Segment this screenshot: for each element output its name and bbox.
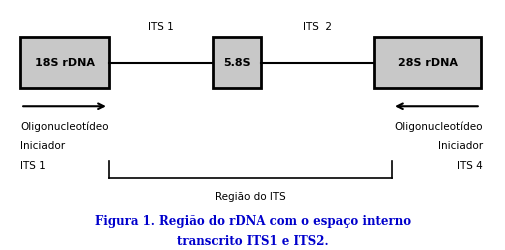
Text: 5.8S: 5.8S [222,58,250,68]
Text: 18S rDNA: 18S rDNA [34,58,94,68]
Bar [20,38,109,88]
Text: ITS 1: ITS 1 [148,22,173,32]
Text: Iniciador: Iniciador [20,141,65,151]
Text: Iniciador: Iniciador [437,141,482,151]
Text: ITS 4: ITS 4 [457,161,482,171]
Text: ITS  2: ITS 2 [302,22,332,32]
Text: Região do ITS: Região do ITS [215,192,285,202]
Text: 28S rDNA: 28S rDNA [397,58,457,68]
Text: transcrito ITS1 e ITS2.: transcrito ITS1 e ITS2. [177,235,328,248]
Text: Figura 1. Região do rDNA com o espaço interno: Figura 1. Região do rDNA com o espaço in… [95,215,410,228]
Text: Oligonucleotídeo: Oligonucleotídeo [20,121,109,132]
Bar [374,38,480,88]
Text: Oligonucleotídeo: Oligonucleotídeo [394,121,482,132]
Bar [212,38,260,88]
Text: ITS 1: ITS 1 [20,161,46,171]
